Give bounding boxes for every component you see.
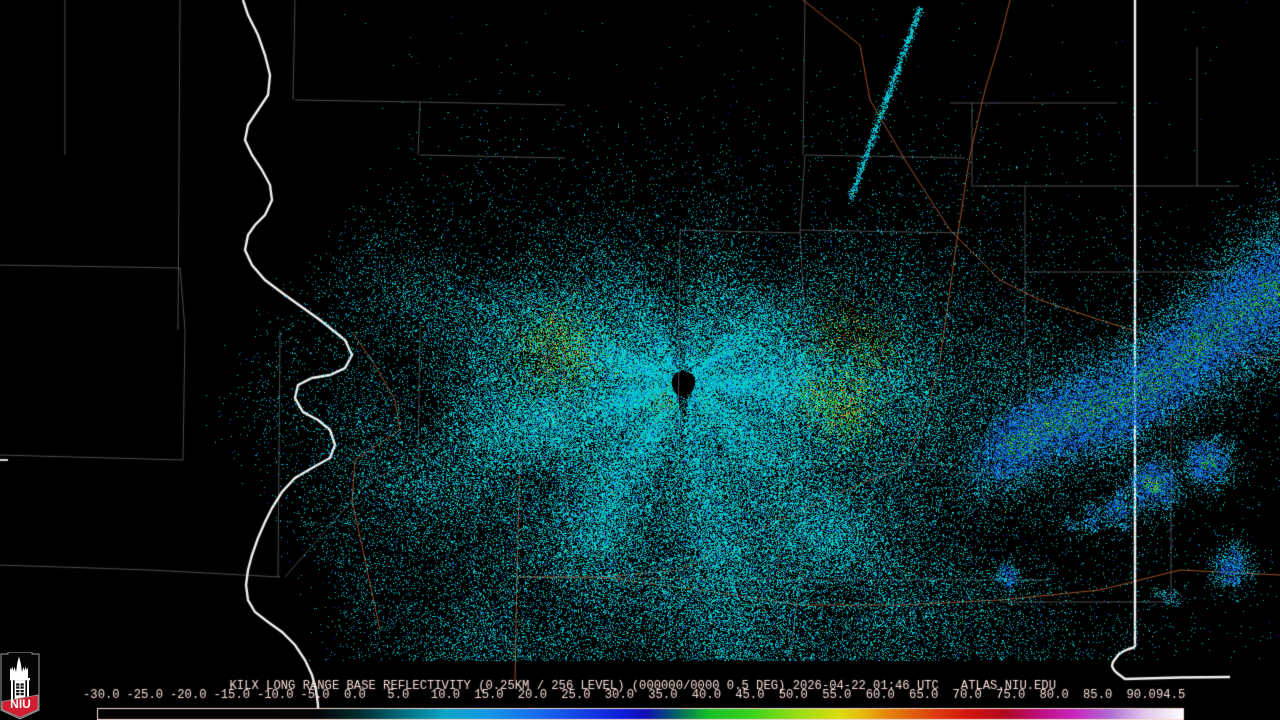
svg-text:NIU: NIU <box>10 697 31 711</box>
